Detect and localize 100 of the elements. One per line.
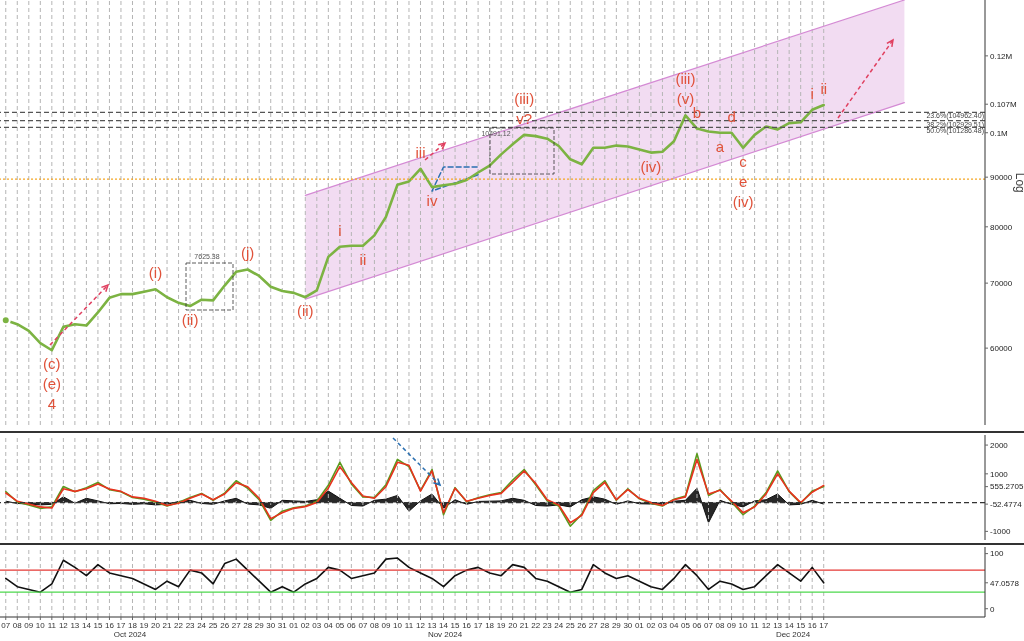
x-tick-label: 23 — [185, 620, 196, 630]
annotation: (j) — [241, 244, 255, 262]
x-tick-label: 08 — [715, 620, 726, 630]
y-tick-label: -1000 — [990, 527, 1012, 537]
x-tick-label: 22 — [174, 620, 184, 630]
x-tick-label: 21 — [162, 620, 173, 630]
y-tick-label: 70000 — [990, 278, 1013, 288]
x-tick-label: 06 — [346, 620, 357, 630]
annotation: 4 — [47, 395, 57, 413]
x-tick-label: 20 — [508, 620, 518, 630]
x-tick-label: 27 — [231, 620, 242, 630]
y-tick-label: 0.1M — [990, 128, 1009, 138]
x-tick-label: 10 — [738, 620, 749, 630]
text: Nov 2024 — [427, 630, 463, 640]
annotation: (iv) — [732, 192, 754, 210]
x-tick-label: 20 — [151, 620, 161, 630]
y-tick-label: 0 — [990, 604, 995, 614]
x-tick-label: 22 — [531, 620, 541, 630]
y-tick-label: 2000 — [990, 440, 1009, 450]
annotation: (ii) — [296, 302, 314, 320]
x-tick-label: 03 — [657, 620, 668, 630]
x-tick-label: 24 — [554, 620, 564, 630]
annotation: c — [739, 152, 748, 170]
x-tick-label: 04 — [669, 620, 679, 630]
x-tick-label: 31 — [277, 620, 288, 630]
x-tick-label: 29 — [611, 620, 622, 630]
y-tick-label: 0.12M — [990, 51, 1013, 61]
x-tick-label: 15 — [450, 620, 461, 630]
annotation: (iii) — [514, 89, 535, 107]
x-tick-label: 05 — [335, 620, 345, 630]
x-tick-label: 01 — [289, 620, 299, 630]
y-axis-title: Log — [1013, 172, 1024, 193]
annotation: iv — [426, 192, 438, 210]
x-tick-label: 06 — [692, 620, 702, 630]
x-tick-label: 11 — [404, 620, 414, 630]
x-tick-label: 13 — [70, 620, 80, 630]
y-tick-label: 1000 — [990, 469, 1009, 479]
y-tick-label: 555.2705 — [990, 482, 1024, 492]
x-tick-label: 17 — [819, 620, 829, 630]
x-tick-label: 26 — [220, 620, 230, 630]
text: Dec 2024 — [775, 630, 811, 640]
x-tick-label: 15 — [93, 620, 103, 630]
x-tick-label: 02 — [300, 620, 311, 630]
x-tick-label: 11 — [47, 620, 57, 630]
x-tick-label: 24 — [197, 620, 207, 630]
x-tick-label: 03 — [312, 620, 322, 630]
x-tick-label: 13 — [773, 620, 783, 630]
x-tick-label: 23 — [542, 620, 553, 630]
annotation: (v) — [676, 90, 695, 108]
annotation: (i) — [148, 264, 163, 282]
annotation: (ii) — [181, 310, 199, 328]
x-tick-label: 07 — [704, 620, 714, 630]
annotation: (c) — [43, 355, 61, 373]
x-tick-label: 16 — [104, 620, 115, 630]
annotation: iii — [415, 143, 426, 161]
x-tick-label: 21 — [519, 620, 530, 630]
x-tick-label: 19 — [139, 620, 149, 630]
y-tick-label: -52.4774 — [990, 499, 1023, 509]
text: Oct 2024 — [113, 630, 147, 640]
y-tick-label: 60000 — [990, 343, 1013, 353]
x-tick-label: 10 — [35, 620, 46, 630]
annotation: (e) — [42, 375, 62, 393]
annotation: ii — [820, 79, 828, 97]
y-tick-label: 100 — [990, 549, 1004, 559]
x-tick-label: 12 — [58, 620, 69, 630]
x-tick-label: 09 — [727, 620, 737, 630]
y-tick-label: 0.107M — [990, 100, 1018, 110]
x-tick-label: 16 — [462, 620, 472, 630]
annotation: i — [338, 221, 342, 239]
x-tick-label: 15 — [796, 620, 806, 630]
x-tick-label: 01 — [634, 620, 645, 630]
x-tick-label: 17 — [473, 620, 484, 630]
x-tick-label: 11 — [750, 620, 760, 630]
x-tick-label: 25 — [565, 620, 576, 630]
x-tick-label: 14 — [784, 620, 795, 630]
x-tick-label: 09 — [24, 620, 34, 630]
x-tick-label: 09 — [381, 620, 391, 630]
x-tick-label: 17 — [116, 620, 126, 630]
x-tick-label: 25 — [208, 620, 219, 630]
y-tick-label: 80000 — [990, 222, 1013, 232]
x-tick-label: 16 — [807, 620, 818, 630]
x-tick-label: 27 — [588, 620, 599, 630]
y-tick-label: 90000 — [990, 173, 1013, 182]
x-tick-label: 18 — [128, 620, 138, 630]
x-tick-label: 12 — [416, 620, 426, 630]
x-tick-label: 08 — [369, 620, 380, 630]
x-tick-label: 14 — [439, 620, 449, 630]
x-tick-label: 30 — [266, 620, 276, 630]
annotation: e — [738, 172, 748, 190]
x-tick-label: 26 — [577, 620, 587, 630]
y-tick-label: 47.0578 — [990, 578, 1020, 588]
annotation: ii — [359, 250, 367, 268]
x-tick-label: 14 — [81, 620, 92, 630]
x-tick-label: 04 — [323, 620, 334, 630]
x-tick-label: 30 — [623, 620, 633, 630]
x-tick-label: 13 — [427, 620, 438, 630]
x-tick-label: 05 — [681, 620, 691, 630]
annotation: (iv) — [640, 157, 662, 175]
annotation: a — [715, 137, 725, 155]
x-tick-label: 28 — [243, 620, 253, 630]
